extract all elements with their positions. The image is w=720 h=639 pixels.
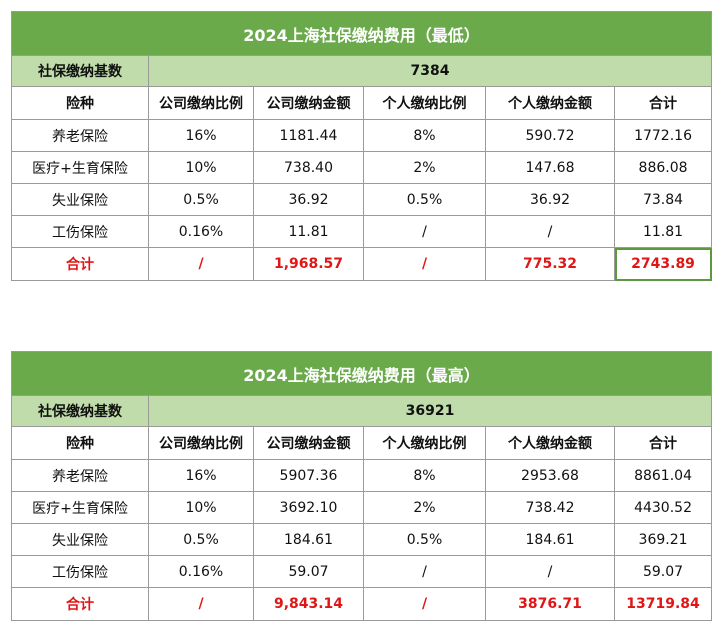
cell-personal-amount: 36.92 bbox=[485, 183, 615, 216]
grand-total[interactable]: 2743.89 bbox=[613, 247, 713, 281]
header-personal-rate: 个人缴纳比例 bbox=[363, 426, 486, 460]
cell-company-amount: 11.81 bbox=[253, 215, 364, 248]
cell-insurance-type: 养老保险 bbox=[11, 119, 149, 152]
cell-company-rate: 0.16% bbox=[148, 555, 254, 588]
cell-personal-amount: 184.61 bbox=[485, 523, 615, 556]
cell-insurance-type: 失业保险 bbox=[11, 183, 149, 216]
cell-personal-rate: / bbox=[363, 555, 486, 588]
header-row: 险种 公司缴纳比例 公司缴纳金额 个人缴纳比例 个人缴纳金额 合计 bbox=[11, 426, 713, 460]
cell-company-amount: 59.07 bbox=[253, 555, 364, 588]
cell-personal-amount: 590.72 bbox=[485, 119, 615, 152]
cell-personal-rate: 0.5% bbox=[363, 523, 486, 556]
cell-company-rate: 10% bbox=[148, 151, 254, 184]
total-company-amount: 9,843.14 bbox=[253, 587, 364, 621]
total-row: 合计 / 9,843.14 / 3876.71 13719.84 bbox=[11, 587, 713, 621]
cell-company-rate: 16% bbox=[148, 119, 254, 152]
cell-personal-amount: 147.68 bbox=[485, 151, 615, 184]
cell-row-total: 369.21 bbox=[613, 523, 713, 556]
header-company-rate: 公司缴纳比例 bbox=[148, 86, 254, 120]
base-value: 7384 bbox=[147, 55, 713, 87]
cell-personal-rate: 0.5% bbox=[363, 183, 486, 216]
table-row: 失业保险 0.5% 184.61 0.5% 184.61 369.21 bbox=[11, 523, 713, 556]
cell-personal-rate: 8% bbox=[363, 459, 486, 492]
total-company-amount: 1,968.57 bbox=[253, 247, 364, 281]
cell-company-rate: 0.5% bbox=[148, 523, 254, 556]
cell-row-total: 73.84 bbox=[613, 183, 713, 216]
cell-company-amount: 3692.10 bbox=[253, 491, 364, 524]
cell-row-total: 886.08 bbox=[613, 151, 713, 184]
table-row: 工伤保险 0.16% 59.07 / / 59.07 bbox=[11, 555, 713, 588]
total-row: 合计 / 1,968.57 / 775.32 2743.89 bbox=[11, 247, 713, 281]
cell-personal-amount: 2953.68 bbox=[485, 459, 615, 492]
cell-personal-rate: 8% bbox=[363, 119, 486, 152]
table-row: 失业保险 0.5% 36.92 0.5% 36.92 73.84 bbox=[11, 183, 713, 216]
cell-personal-rate: 2% bbox=[363, 491, 486, 524]
table-row: 医疗+生育保险 10% 738.40 2% 147.68 886.08 bbox=[11, 151, 713, 184]
social-insurance-table-minimum: 2024上海社保缴纳费用（最低） 社保缴纳基数 7384 险种 公司缴纳比例 公… bbox=[10, 11, 713, 281]
total-personal-rate: / bbox=[363, 587, 486, 621]
cell-personal-amount: 738.42 bbox=[485, 491, 615, 524]
total-personal-rate: / bbox=[363, 247, 486, 281]
cell-personal-amount: / bbox=[485, 215, 615, 248]
table-row: 养老保险 16% 1181.44 8% 590.72 1772.16 bbox=[11, 119, 713, 152]
header-personal-amount: 个人缴纳金额 bbox=[485, 426, 615, 460]
total-personal-amount: 3876.71 bbox=[485, 587, 615, 621]
header-total: 合计 bbox=[613, 426, 713, 460]
cell-company-amount: 738.40 bbox=[253, 151, 364, 184]
grand-total: 13719.84 bbox=[613, 587, 713, 621]
header-total: 合计 bbox=[613, 86, 713, 120]
total-company-rate: / bbox=[148, 247, 254, 281]
cell-row-total: 4430.52 bbox=[613, 491, 713, 524]
cell-company-amount: 36.92 bbox=[253, 183, 364, 216]
cell-insurance-type: 医疗+生育保险 bbox=[11, 151, 149, 184]
header-company-rate: 公司缴纳比例 bbox=[148, 426, 254, 460]
cell-company-amount: 184.61 bbox=[253, 523, 364, 556]
header-company-amount: 公司缴纳金额 bbox=[253, 86, 364, 120]
cell-company-rate: 0.16% bbox=[148, 215, 254, 248]
social-insurance-table-maximum: 2024上海社保缴纳费用（最高） 社保缴纳基数 36921 险种 公司缴纳比例 … bbox=[10, 351, 713, 621]
table-title: 2024上海社保缴纳费用（最低） bbox=[10, 11, 713, 56]
cell-personal-amount: / bbox=[485, 555, 615, 588]
table-title: 2024上海社保缴纳费用（最高） bbox=[10, 351, 713, 396]
cell-row-total: 8861.04 bbox=[613, 459, 713, 492]
cell-insurance-type: 工伤保险 bbox=[11, 555, 149, 588]
total-company-rate: / bbox=[148, 587, 254, 621]
header-row: 险种 公司缴纳比例 公司缴纳金额 个人缴纳比例 个人缴纳金额 合计 bbox=[11, 86, 713, 120]
base-label: 社保缴纳基数 bbox=[11, 395, 149, 427]
cell-insurance-type: 医疗+生育保险 bbox=[11, 491, 149, 524]
table-row: 医疗+生育保险 10% 3692.10 2% 738.42 4430.52 bbox=[11, 491, 713, 524]
cell-row-total: 59.07 bbox=[613, 555, 713, 588]
header-personal-rate: 个人缴纳比例 bbox=[363, 86, 486, 120]
table-row: 养老保险 16% 5907.36 8% 2953.68 8861.04 bbox=[11, 459, 713, 492]
cell-insurance-type: 工伤保险 bbox=[11, 215, 149, 248]
cell-insurance-type: 失业保险 bbox=[11, 523, 149, 556]
cell-company-rate: 16% bbox=[148, 459, 254, 492]
total-label: 合计 bbox=[11, 247, 149, 281]
header-company-amount: 公司缴纳金额 bbox=[253, 426, 364, 460]
cell-company-rate: 10% bbox=[148, 491, 254, 524]
cell-personal-rate: / bbox=[363, 215, 486, 248]
base-label: 社保缴纳基数 bbox=[11, 55, 149, 87]
base-value: 36921 bbox=[147, 395, 713, 427]
cell-company-rate: 0.5% bbox=[148, 183, 254, 216]
header-insurance-type: 险种 bbox=[11, 426, 149, 460]
table-row: 工伤保险 0.16% 11.81 / / 11.81 bbox=[11, 215, 713, 248]
cell-company-amount: 1181.44 bbox=[253, 119, 364, 152]
header-personal-amount: 个人缴纳金额 bbox=[485, 86, 615, 120]
total-personal-amount: 775.32 bbox=[485, 247, 615, 281]
total-label: 合计 bbox=[11, 587, 149, 621]
cell-company-amount: 5907.36 bbox=[253, 459, 364, 492]
header-insurance-type: 险种 bbox=[11, 86, 149, 120]
cell-row-total: 11.81 bbox=[613, 215, 713, 248]
cell-insurance-type: 养老保险 bbox=[11, 459, 149, 492]
cell-row-total: 1772.16 bbox=[613, 119, 713, 152]
cell-personal-rate: 2% bbox=[363, 151, 486, 184]
